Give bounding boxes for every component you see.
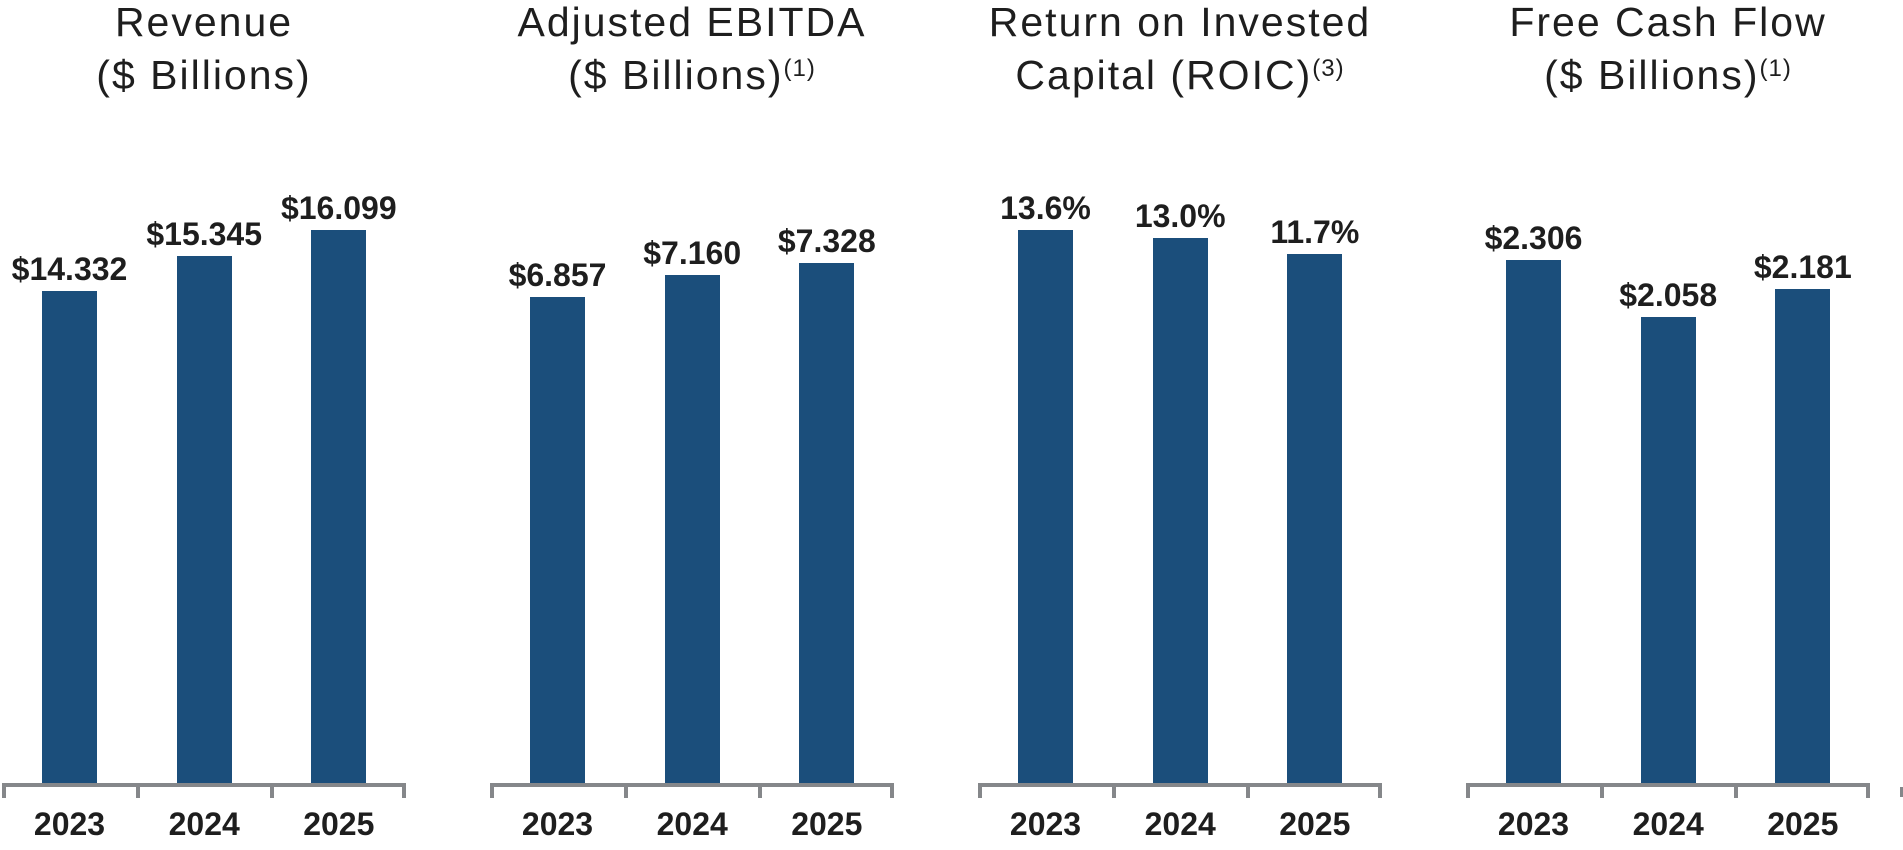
bar-value-label: $7.160 [643, 235, 742, 271]
chart-title: Free Cash Flow ($ Billions)(1) [1436, 0, 1900, 102]
bar-value-label: $6.857 [508, 257, 607, 293]
bar-group: $16.099 [271, 191, 406, 783]
chart-title: Return on Invested Capital (ROIC)(3) [948, 0, 1412, 102]
bar-value-label: 13.0% [1134, 198, 1226, 234]
chart-roic: Return on Invested Capital (ROIC)(3) 13.6… [978, 0, 1382, 850]
chart-adjusted-ebitda: Adjusted EBITDA ($ Billions)(1) $6.857 $7… [490, 0, 894, 850]
bar-group: 13.6% [978, 191, 1113, 783]
axis-tick [270, 783, 274, 798]
bar-group: $15.345 [137, 217, 272, 783]
footnote-marker: (3) [1312, 55, 1345, 82]
bar-group: $2.181 [1735, 250, 1870, 783]
axis-tick [136, 783, 140, 798]
x-axis-line [978, 783, 1382, 787]
bar-group: $7.160 [625, 236, 760, 783]
x-axis-label: 2023 [1497, 806, 1570, 842]
cropped-axis-tick [1900, 787, 1903, 797]
x-axis-label: 2023 [521, 806, 594, 842]
bar [1287, 254, 1343, 783]
bar-group: $14.332 [2, 252, 137, 783]
axis-tick [1734, 783, 1738, 798]
bar-value-label: $15.345 [146, 216, 263, 252]
axis-tick [1112, 783, 1116, 798]
chart-free-cash-flow: Free Cash Flow ($ Billions)(1) $2.306 $2.… [1466, 0, 1870, 850]
axis-tick [624, 783, 628, 798]
axis-tick [1466, 783, 1470, 798]
bar [311, 230, 367, 783]
bar [530, 297, 585, 783]
bar-group: 11.7% [1247, 215, 1382, 783]
chart-title-line1: Return on Invested [988, 0, 1372, 45]
x-axis-line [1466, 783, 1870, 787]
x-axis-label: 2024 [1144, 806, 1216, 842]
bar-value-label: $2.058 [1619, 277, 1718, 313]
bar [664, 275, 720, 783]
x-axis-label: 2023 [1009, 806, 1082, 842]
axis-tick [402, 783, 406, 798]
bar [42, 291, 97, 783]
bar-group: $6.857 [490, 258, 625, 783]
bar [799, 263, 855, 783]
bar [1018, 230, 1073, 783]
axis-tick [1600, 783, 1604, 798]
x-axis-line [490, 783, 894, 787]
axis-tick [2, 783, 6, 798]
footnote-marker: (1) [1759, 55, 1792, 82]
bar-group: $2.306 [1466, 221, 1601, 783]
x-axis-label: 2025 [791, 806, 863, 842]
bar-value-label: $7.328 [777, 223, 876, 259]
bar [1152, 238, 1208, 783]
bar-value-label: $14.332 [11, 251, 128, 287]
axis-tick [890, 783, 894, 798]
chart-title-line2: ($ Billions)(1) [1544, 52, 1792, 98]
x-axis-label: 2024 [1632, 806, 1704, 842]
x-axis-label: 2024 [656, 806, 728, 842]
x-axis-label: 2024 [168, 806, 240, 842]
axis-tick [490, 783, 494, 798]
axis-tick [1246, 783, 1250, 798]
chart-title-line1: Free Cash Flow [1509, 0, 1827, 45]
x-axis-line [2, 783, 406, 787]
bar-value-label: $16.099 [280, 190, 397, 226]
chart-title: Revenue ($ Billions) [0, 0, 436, 102]
chart-title-line2: Capital (ROIC)(3) [1015, 52, 1345, 98]
bar-value-label: 13.6% [1000, 190, 1091, 226]
axis-tick [758, 783, 762, 798]
chart-title-line1: Revenue [114, 0, 294, 45]
axis-tick [1378, 783, 1382, 798]
chart-title-line1: Adjusted EBITDA [517, 0, 867, 45]
bar [1640, 317, 1696, 783]
x-axis-label: 2023 [33, 806, 106, 842]
axis-tick [978, 783, 982, 798]
axis-tick [1866, 783, 1870, 798]
chart-title: Adjusted EBITDA ($ Billions)(1) [460, 0, 924, 102]
chart-title-line2: ($ Billions)(1) [568, 52, 816, 98]
bar [176, 256, 232, 783]
bar-value-label: $2.181 [1753, 249, 1852, 285]
chart-title-line2: ($ Billions) [96, 52, 312, 98]
footnote-marker: (1) [783, 55, 816, 82]
bar-group: $7.328 [759, 224, 894, 783]
bar [1775, 289, 1831, 783]
bar-group: 13.0% [1113, 199, 1248, 783]
bar-value-label: 11.7% [1270, 214, 1360, 250]
bar [1506, 260, 1561, 783]
chart-revenue: Revenue ($ Billions) $14.332 $15.345 $16.… [2, 0, 406, 850]
x-axis-label: 2025 [1767, 806, 1839, 842]
bar-value-label: $2.306 [1484, 220, 1583, 256]
bar-group: $2.058 [1601, 278, 1736, 783]
x-axis-label: 2025 [1279, 806, 1351, 842]
x-axis-label: 2025 [303, 806, 375, 842]
